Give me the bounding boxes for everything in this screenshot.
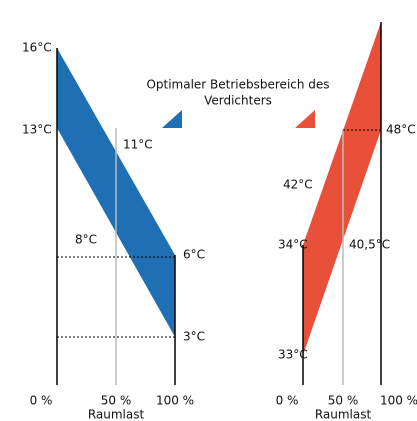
value-label: 13°C [22, 123, 52, 137]
value-label: 16°C [22, 41, 52, 55]
value-label: 3°C [183, 330, 205, 344]
legend-icon-blue [162, 110, 182, 128]
value-label: 33°C [278, 348, 308, 362]
value-label: 40,5°C [349, 238, 390, 252]
legend-text: Verdichters [204, 94, 272, 108]
value-label: 42°C [283, 178, 313, 192]
x-tick-label: 0 % [30, 394, 53, 408]
value-label: 11°C [123, 138, 153, 152]
x-tick-label: 100 % [156, 394, 194, 408]
value-label: 34°C [278, 238, 308, 252]
value-label: 48°C [386, 123, 416, 137]
value-label: 8°C [75, 233, 97, 247]
x-axis-title: Raumlast [315, 408, 372, 421]
x-tick-label: 100 % [380, 394, 417, 408]
x-tick-label: 50 % [101, 394, 132, 408]
value-label: 6°C [183, 248, 205, 262]
legend-text: Optimaler Betriebsbereich des [146, 78, 329, 92]
x-tick-label: 50 % [328, 394, 359, 408]
x-axis-title: Raumlast [88, 408, 145, 421]
red-band [303, 22, 381, 355]
legend-icon-red [295, 110, 315, 128]
x-tick-label: 0 % [276, 394, 299, 408]
